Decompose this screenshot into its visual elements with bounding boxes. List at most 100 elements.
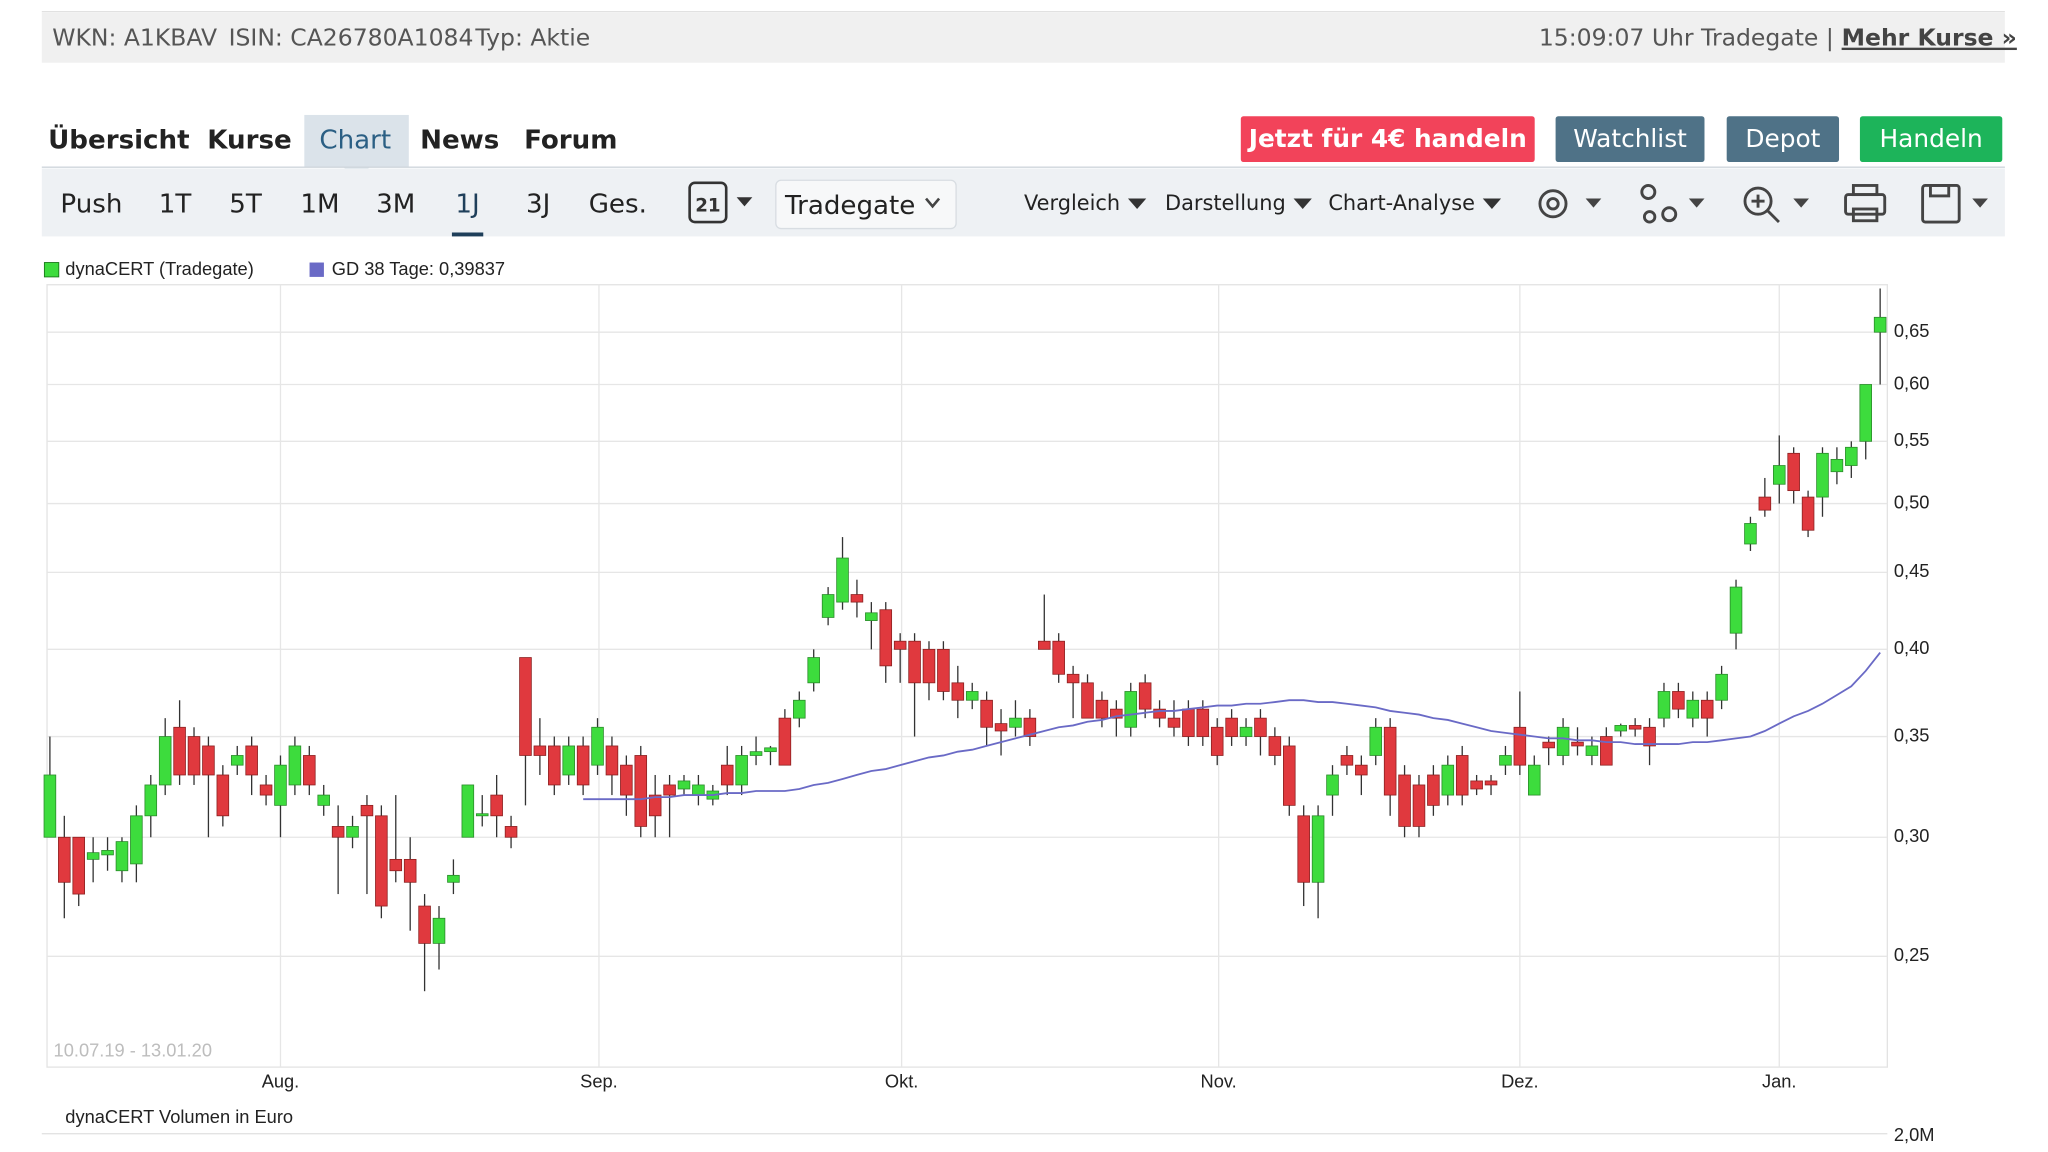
zoom-icon (1766, 209, 1780, 224)
nav-tab[interactable]: Chart (319, 126, 391, 156)
candle-body (303, 755, 316, 786)
candle-body (72, 836, 85, 895)
action-button[interactable] (1726, 116, 1840, 162)
candle-body (360, 804, 374, 817)
indicator-icon[interactable] (1640, 184, 1657, 200)
candle-body (548, 745, 561, 786)
x-tick-label: Jan. (1762, 1071, 1797, 1092)
candle-body (937, 648, 950, 692)
candle-body (576, 745, 590, 786)
candle-body (1383, 726, 1397, 796)
isin: ISIN: CA26780A1084 (229, 24, 474, 52)
candle-body (965, 691, 979, 701)
menu-dropdown[interactable]: Vergleich (1024, 191, 1120, 215)
indicator-icon (1661, 206, 1678, 223)
more-quotes-link[interactable]: Mehr Kurse » (1842, 24, 2017, 52)
candle-body (1542, 741, 1555, 749)
candle-body (173, 726, 186, 776)
candle-body (1628, 725, 1642, 730)
candle-body (793, 699, 806, 719)
candle-body (1355, 764, 1368, 776)
legend-item: dynaCERT (Tradegate) (65, 258, 254, 279)
toolbar (41, 168, 2005, 237)
moving-average-line (583, 651, 1881, 801)
action-button[interactable] (1555, 116, 1705, 162)
candle-body (158, 736, 172, 786)
candle-body (1859, 384, 1872, 442)
x-tick-label: Okt. (885, 1071, 919, 1092)
y-tick-label: 0,25 (1894, 944, 1930, 965)
action-button-label: Depot (1745, 124, 1820, 153)
calendar-icon[interactable] (688, 181, 728, 224)
candle-body (1787, 452, 1800, 492)
candle-body (562, 745, 575, 776)
candle-body (1873, 316, 1887, 333)
action-button[interactable] (1859, 116, 2003, 162)
period-button[interactable]: 5T (229, 190, 263, 220)
candle-body (1311, 815, 1325, 883)
candle-body (1816, 452, 1829, 498)
action-button-label: Watchlist (1573, 124, 1687, 153)
candle-body (259, 784, 273, 796)
candle-body (202, 745, 215, 776)
candle-body (1297, 815, 1310, 883)
period-button[interactable]: 3J (526, 190, 550, 220)
period-button[interactable]: 1J (455, 190, 479, 220)
action-button-label: Jetzt für 4€ handeln (1247, 124, 1527, 153)
y-tick-label: 0,60 (1894, 372, 1930, 393)
candle-body (720, 764, 734, 786)
candle-body (245, 745, 258, 776)
action-button[interactable] (1240, 116, 1535, 162)
volume-tick-label: 2,0M (1894, 1124, 1935, 1145)
menu-dropdown[interactable]: Chart-Analyse (1328, 191, 1475, 215)
dropdown-arrow (1293, 198, 1312, 209)
period-button[interactable]: 1M (300, 190, 339, 220)
nav-tab[interactable]: Forum (524, 126, 617, 156)
period-button[interactable]: 1T (159, 190, 193, 220)
settings-icon[interactable] (1538, 189, 1568, 219)
exchange-select[interactable] (775, 179, 957, 230)
candle-body (1686, 699, 1700, 719)
zoom-icon[interactable] (1743, 186, 1773, 216)
candle-body (1268, 736, 1282, 756)
candle-body (735, 755, 748, 786)
candle-body (1110, 708, 1123, 719)
candle-body (216, 774, 230, 817)
candle-body (1052, 640, 1065, 675)
active-tab-bg (304, 114, 409, 168)
candle-body (879, 609, 893, 667)
candle-body (432, 917, 446, 944)
indicator-icon (1642, 210, 1657, 224)
candle-body (1225, 717, 1238, 737)
candle-body (663, 784, 676, 796)
candle-body (1657, 691, 1671, 719)
menu-dropdown[interactable]: Darstellung (1165, 191, 1286, 215)
exchange: Tradegate (784, 191, 915, 221)
candle-body (1283, 745, 1296, 806)
candle-body (1038, 640, 1051, 650)
action-button-label: Handeln (1880, 124, 1983, 153)
legend-swatch (43, 262, 60, 278)
y-tick-label: 0,45 (1894, 560, 1930, 581)
dropdown-arrow (1793, 198, 1809, 208)
period-button[interactable]: 3M (376, 190, 415, 220)
type: Typ: Aktie (474, 24, 590, 52)
plot-area (46, 284, 1888, 1068)
period-button[interactable]: Ges. (589, 190, 647, 220)
y-tick-label: 0,30 (1894, 825, 1930, 846)
dropdown-arrow (1972, 198, 1988, 208)
candle-body (1470, 780, 1483, 790)
nav-tab[interactable]: News (420, 126, 499, 156)
nav-tab[interactable]: Kurse (207, 126, 292, 156)
candle-body (1398, 774, 1411, 827)
nav-tab[interactable]: Übersicht (48, 123, 190, 156)
candle-body (1167, 717, 1181, 728)
period-button[interactable]: Push (60, 190, 122, 220)
candle-body (1499, 755, 1512, 766)
candle-body (1441, 764, 1455, 796)
candle-body (1643, 726, 1656, 747)
candle-body (1556, 726, 1570, 756)
candle-body (648, 794, 662, 817)
candle-body (230, 755, 244, 766)
